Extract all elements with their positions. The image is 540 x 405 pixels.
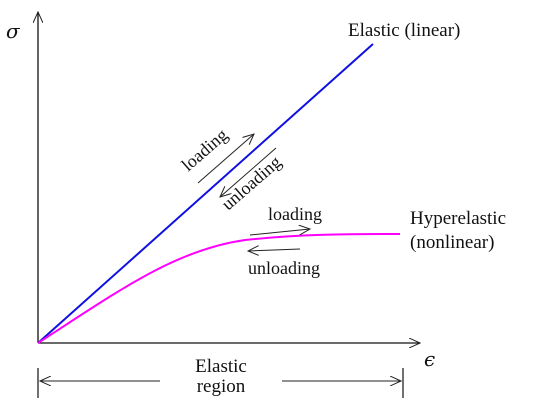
linear-loading-label: loading xyxy=(178,124,232,175)
hyperelastic-curve xyxy=(37,233,401,344)
hyperelastic-label-line2: (nonlinear) xyxy=(410,232,494,253)
region-label-line2: region xyxy=(197,376,246,397)
linear-loading-arrow xyxy=(197,134,254,184)
linear-elastic-curve xyxy=(37,43,374,344)
hyperelastic-unloading-label: unloading xyxy=(248,258,320,278)
hyperelastic-unloading-arrow xyxy=(248,249,301,251)
region-label-line1: Elastic xyxy=(195,356,247,377)
hyperelastic-label-line1: Hyperelastic xyxy=(410,208,506,229)
hyperelastic-loading-label: loading xyxy=(268,204,322,224)
hyperelastic-loading-arrow xyxy=(249,229,310,236)
y-axis-symbol: σ xyxy=(6,19,21,43)
linear-unloading-arrow xyxy=(220,147,277,197)
linear-curve-label: Elastic (linear) xyxy=(348,20,460,41)
x-axis-symbol: ϵ xyxy=(424,347,435,371)
